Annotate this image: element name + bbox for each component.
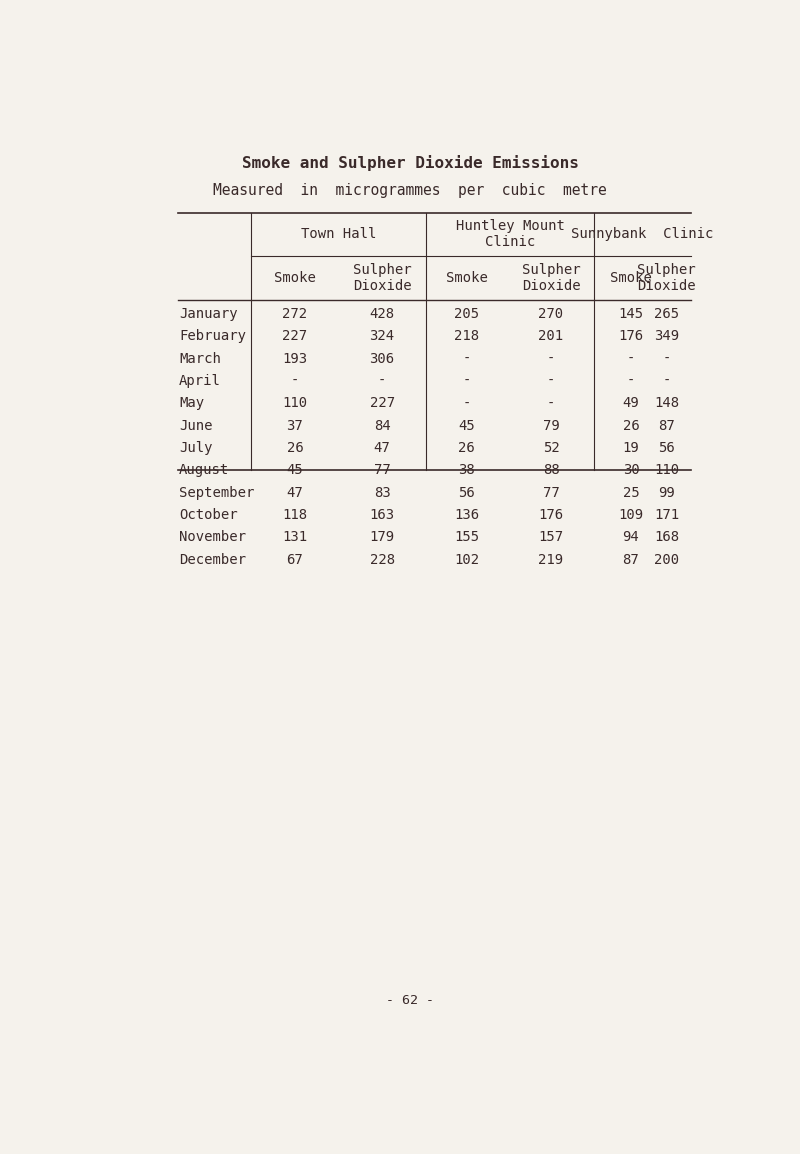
Text: 228: 228	[370, 553, 394, 567]
Text: 306: 306	[370, 352, 394, 366]
Text: 56: 56	[658, 441, 675, 455]
Text: 94: 94	[622, 531, 639, 545]
Text: Town Hall: Town Hall	[301, 227, 376, 241]
Text: 99: 99	[658, 486, 675, 500]
Text: June: June	[179, 419, 213, 433]
Text: 26: 26	[622, 419, 639, 433]
Text: 47: 47	[374, 441, 390, 455]
Text: 67: 67	[286, 553, 303, 567]
Text: November: November	[179, 531, 246, 545]
Text: -: -	[378, 374, 386, 388]
Text: 49: 49	[622, 396, 639, 411]
Text: 45: 45	[286, 464, 303, 478]
Text: December: December	[179, 553, 246, 567]
Text: 84: 84	[374, 419, 390, 433]
Text: 176: 176	[618, 329, 643, 344]
Text: - 62 -: - 62 -	[386, 995, 434, 1007]
Text: August: August	[179, 464, 230, 478]
Text: 179: 179	[370, 531, 394, 545]
Text: 87: 87	[622, 553, 639, 567]
Text: January: January	[179, 307, 238, 321]
Text: 37: 37	[286, 419, 303, 433]
Text: 272: 272	[282, 307, 307, 321]
Text: -: -	[547, 374, 555, 388]
Text: 145: 145	[618, 307, 643, 321]
Text: 26: 26	[286, 441, 303, 455]
Text: 200: 200	[654, 553, 679, 567]
Text: 157: 157	[538, 531, 564, 545]
Text: Sulpher
Dioxide: Sulpher Dioxide	[353, 263, 411, 293]
Text: 131: 131	[282, 531, 307, 545]
Text: 428: 428	[370, 307, 394, 321]
Text: 136: 136	[454, 508, 479, 522]
Text: Sulpher
Dioxide: Sulpher Dioxide	[522, 263, 580, 293]
Text: 205: 205	[454, 307, 479, 321]
Text: 45: 45	[458, 419, 475, 433]
Text: 324: 324	[370, 329, 394, 344]
Text: 227: 227	[370, 396, 394, 411]
Text: 163: 163	[370, 508, 394, 522]
Text: 176: 176	[538, 508, 564, 522]
Text: September: September	[179, 486, 254, 500]
Text: 201: 201	[538, 329, 564, 344]
Text: Smoke: Smoke	[446, 271, 487, 285]
Text: Measured  in  microgrammes  per  cubic  metre: Measured in microgrammes per cubic metre	[213, 182, 607, 197]
Text: Smoke: Smoke	[610, 271, 652, 285]
Text: -: -	[662, 374, 670, 388]
Text: 155: 155	[454, 531, 479, 545]
Text: July: July	[179, 441, 213, 455]
Text: 168: 168	[654, 531, 679, 545]
Text: 79: 79	[542, 419, 559, 433]
Text: April: April	[179, 374, 221, 388]
Text: 77: 77	[542, 486, 559, 500]
Text: -: -	[547, 352, 555, 366]
Text: Smoke and Sulpher Dioxide Emissions: Smoke and Sulpher Dioxide Emissions	[242, 155, 578, 171]
Text: 270: 270	[538, 307, 564, 321]
Text: March: March	[179, 352, 221, 366]
Text: 26: 26	[458, 441, 475, 455]
Text: 171: 171	[654, 508, 679, 522]
Text: -: -	[626, 352, 635, 366]
Text: Smoke: Smoke	[274, 271, 316, 285]
Text: 109: 109	[618, 508, 643, 522]
Text: 77: 77	[374, 464, 390, 478]
Text: 218: 218	[454, 329, 479, 344]
Text: -: -	[462, 396, 470, 411]
Text: Huntley Mount
Clinic: Huntley Mount Clinic	[455, 219, 565, 249]
Text: -: -	[462, 352, 470, 366]
Text: May: May	[179, 396, 204, 411]
Text: 110: 110	[282, 396, 307, 411]
Text: -: -	[662, 352, 670, 366]
Text: February: February	[179, 329, 246, 344]
Text: 349: 349	[654, 329, 679, 344]
Text: 47: 47	[286, 486, 303, 500]
Text: -: -	[626, 374, 635, 388]
Text: 118: 118	[282, 508, 307, 522]
Text: 56: 56	[458, 486, 475, 500]
Text: 38: 38	[458, 464, 475, 478]
Text: 83: 83	[374, 486, 390, 500]
Text: Sulpher
Dioxide: Sulpher Dioxide	[638, 263, 696, 293]
Text: 193: 193	[282, 352, 307, 366]
Text: 25: 25	[622, 486, 639, 500]
Text: 87: 87	[658, 419, 675, 433]
Text: 19: 19	[622, 441, 639, 455]
Text: 30: 30	[622, 464, 639, 478]
Text: 148: 148	[654, 396, 679, 411]
Text: -: -	[290, 374, 299, 388]
Text: 265: 265	[654, 307, 679, 321]
Text: October: October	[179, 508, 238, 522]
Text: 88: 88	[542, 464, 559, 478]
Text: Sunnybank  Clinic: Sunnybank Clinic	[571, 227, 714, 241]
Text: 219: 219	[538, 553, 564, 567]
Text: 102: 102	[454, 553, 479, 567]
Text: -: -	[462, 374, 470, 388]
Text: 227: 227	[282, 329, 307, 344]
Text: 110: 110	[654, 464, 679, 478]
Text: -: -	[547, 396, 555, 411]
Text: 52: 52	[542, 441, 559, 455]
